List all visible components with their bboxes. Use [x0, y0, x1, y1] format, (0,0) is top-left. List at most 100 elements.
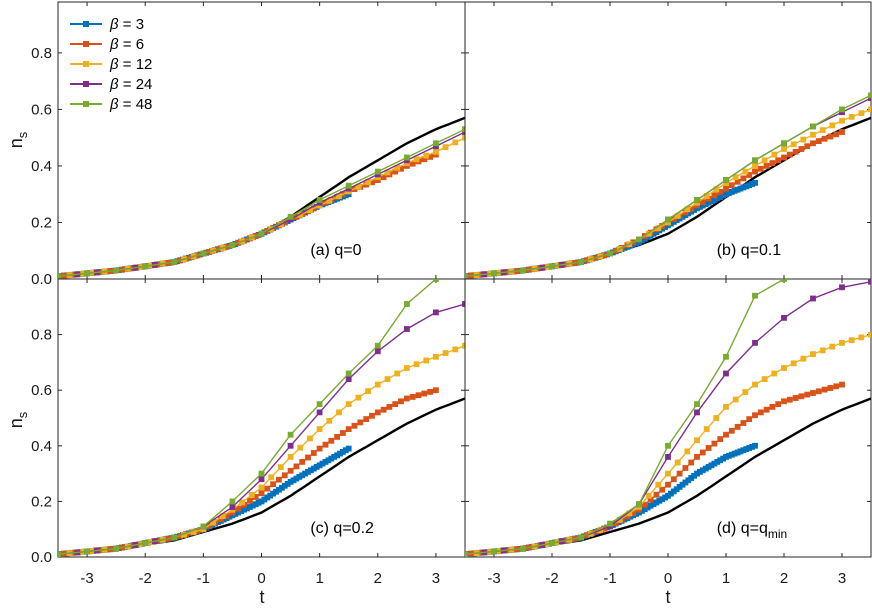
- data-point: [549, 263, 555, 270]
- data-point: [868, 106, 871, 113]
- data-point: [655, 481, 662, 488]
- data-point: [339, 430, 346, 436]
- data-point: [810, 123, 816, 130]
- series-line: [58, 131, 465, 277]
- x-tick-label: 1: [722, 570, 730, 587]
- data-point: [58, 273, 61, 279]
- x-tick-label: 3: [838, 570, 846, 587]
- data-point: [229, 498, 236, 505]
- legend-item: β = 12: [70, 56, 152, 73]
- data-point: [520, 545, 526, 552]
- data-point: [369, 412, 375, 419]
- x-tick-label: -3: [487, 570, 500, 587]
- data-point: [833, 383, 840, 390]
- x-tick-label: 2: [780, 570, 788, 587]
- legend-label: β = 48: [109, 96, 152, 113]
- x-axis-label-right: t: [665, 587, 670, 607]
- series-beta-6: [465, 129, 845, 279]
- data-point: [752, 412, 758, 419]
- data-point: [742, 168, 749, 175]
- data-point: [815, 138, 822, 144]
- data-point: [328, 437, 335, 444]
- data-point: [247, 497, 253, 504]
- data-point: [578, 534, 584, 541]
- data-point: [699, 449, 706, 456]
- data-point: [742, 389, 749, 395]
- series-beta-6: [58, 151, 439, 279]
- legend: β = 3 β = 6 β = 12 β = 24 β = 48: [70, 16, 152, 113]
- data-point: [310, 450, 317, 456]
- x-tick-label: 0: [257, 570, 265, 587]
- data-point: [374, 409, 381, 416]
- series-beta-24: [58, 301, 465, 557]
- data-point: [113, 267, 119, 274]
- y-tick-label: 0.6: [31, 101, 52, 118]
- data-point: [665, 216, 671, 223]
- data-point: [345, 370, 352, 377]
- data-point: [829, 122, 836, 129]
- data-point: [386, 403, 393, 410]
- data-point: [413, 156, 420, 163]
- data-point: [781, 279, 787, 282]
- data-point: [520, 267, 526, 274]
- data-point: [277, 464, 284, 470]
- data-point: [792, 395, 799, 401]
- data-point: [432, 148, 439, 155]
- data-point: [403, 154, 410, 161]
- data-point: [413, 361, 420, 368]
- series-line: [465, 94, 871, 277]
- legend-label: β = 12: [109, 56, 152, 73]
- data-point: [728, 182, 735, 189]
- data-point: [403, 301, 410, 307]
- data-point: [757, 165, 764, 172]
- data-point: [684, 448, 691, 455]
- data-point: [839, 339, 845, 346]
- series-beta-24: [465, 95, 871, 279]
- data-point: [287, 467, 294, 474]
- x-tick-label: -1: [603, 570, 616, 587]
- data-point: [665, 481, 671, 488]
- data-point: [113, 545, 119, 552]
- data-point: [363, 416, 370, 422]
- data-point: [374, 348, 381, 355]
- data-point: [786, 151, 793, 158]
- legend-label: β = 24: [109, 76, 152, 93]
- data-point: [858, 334, 865, 341]
- data-point: [334, 433, 340, 440]
- data-point: [711, 440, 718, 447]
- data-point: [781, 146, 787, 152]
- series-line: [58, 345, 465, 555]
- data-point: [607, 250, 613, 257]
- data-point: [374, 381, 381, 388]
- data-point: [752, 157, 758, 164]
- data-point: [270, 481, 276, 488]
- series-beta-48: [465, 279, 787, 557]
- data-point: [694, 453, 700, 460]
- x-tick-label: 3: [432, 570, 440, 587]
- data-point: [171, 534, 178, 541]
- y-tick-label: 0.4: [31, 158, 52, 175]
- data-point: [781, 154, 787, 161]
- data-point: [423, 152, 430, 159]
- data-point: [84, 548, 90, 555]
- x-tick-label: 1: [315, 570, 323, 587]
- x-tick-label: 2: [374, 570, 382, 587]
- x-tick-label: -3: [80, 570, 93, 587]
- data-point: [665, 453, 671, 460]
- data-point: [491, 270, 497, 277]
- data-point: [723, 185, 729, 192]
- data-point: [384, 376, 391, 382]
- data-point: [752, 163, 758, 169]
- series-beta-6: [58, 387, 439, 557]
- data-point: [403, 365, 410, 371]
- data-point: [229, 504, 236, 510]
- data-point: [839, 117, 845, 124]
- y-axis-label-top: ns: [6, 131, 30, 148]
- data-point: [839, 284, 845, 291]
- legend-marker: [83, 101, 89, 107]
- data-point: [442, 144, 449, 150]
- data-point: [757, 409, 764, 416]
- data-point: [403, 395, 410, 402]
- data-point: [821, 386, 828, 393]
